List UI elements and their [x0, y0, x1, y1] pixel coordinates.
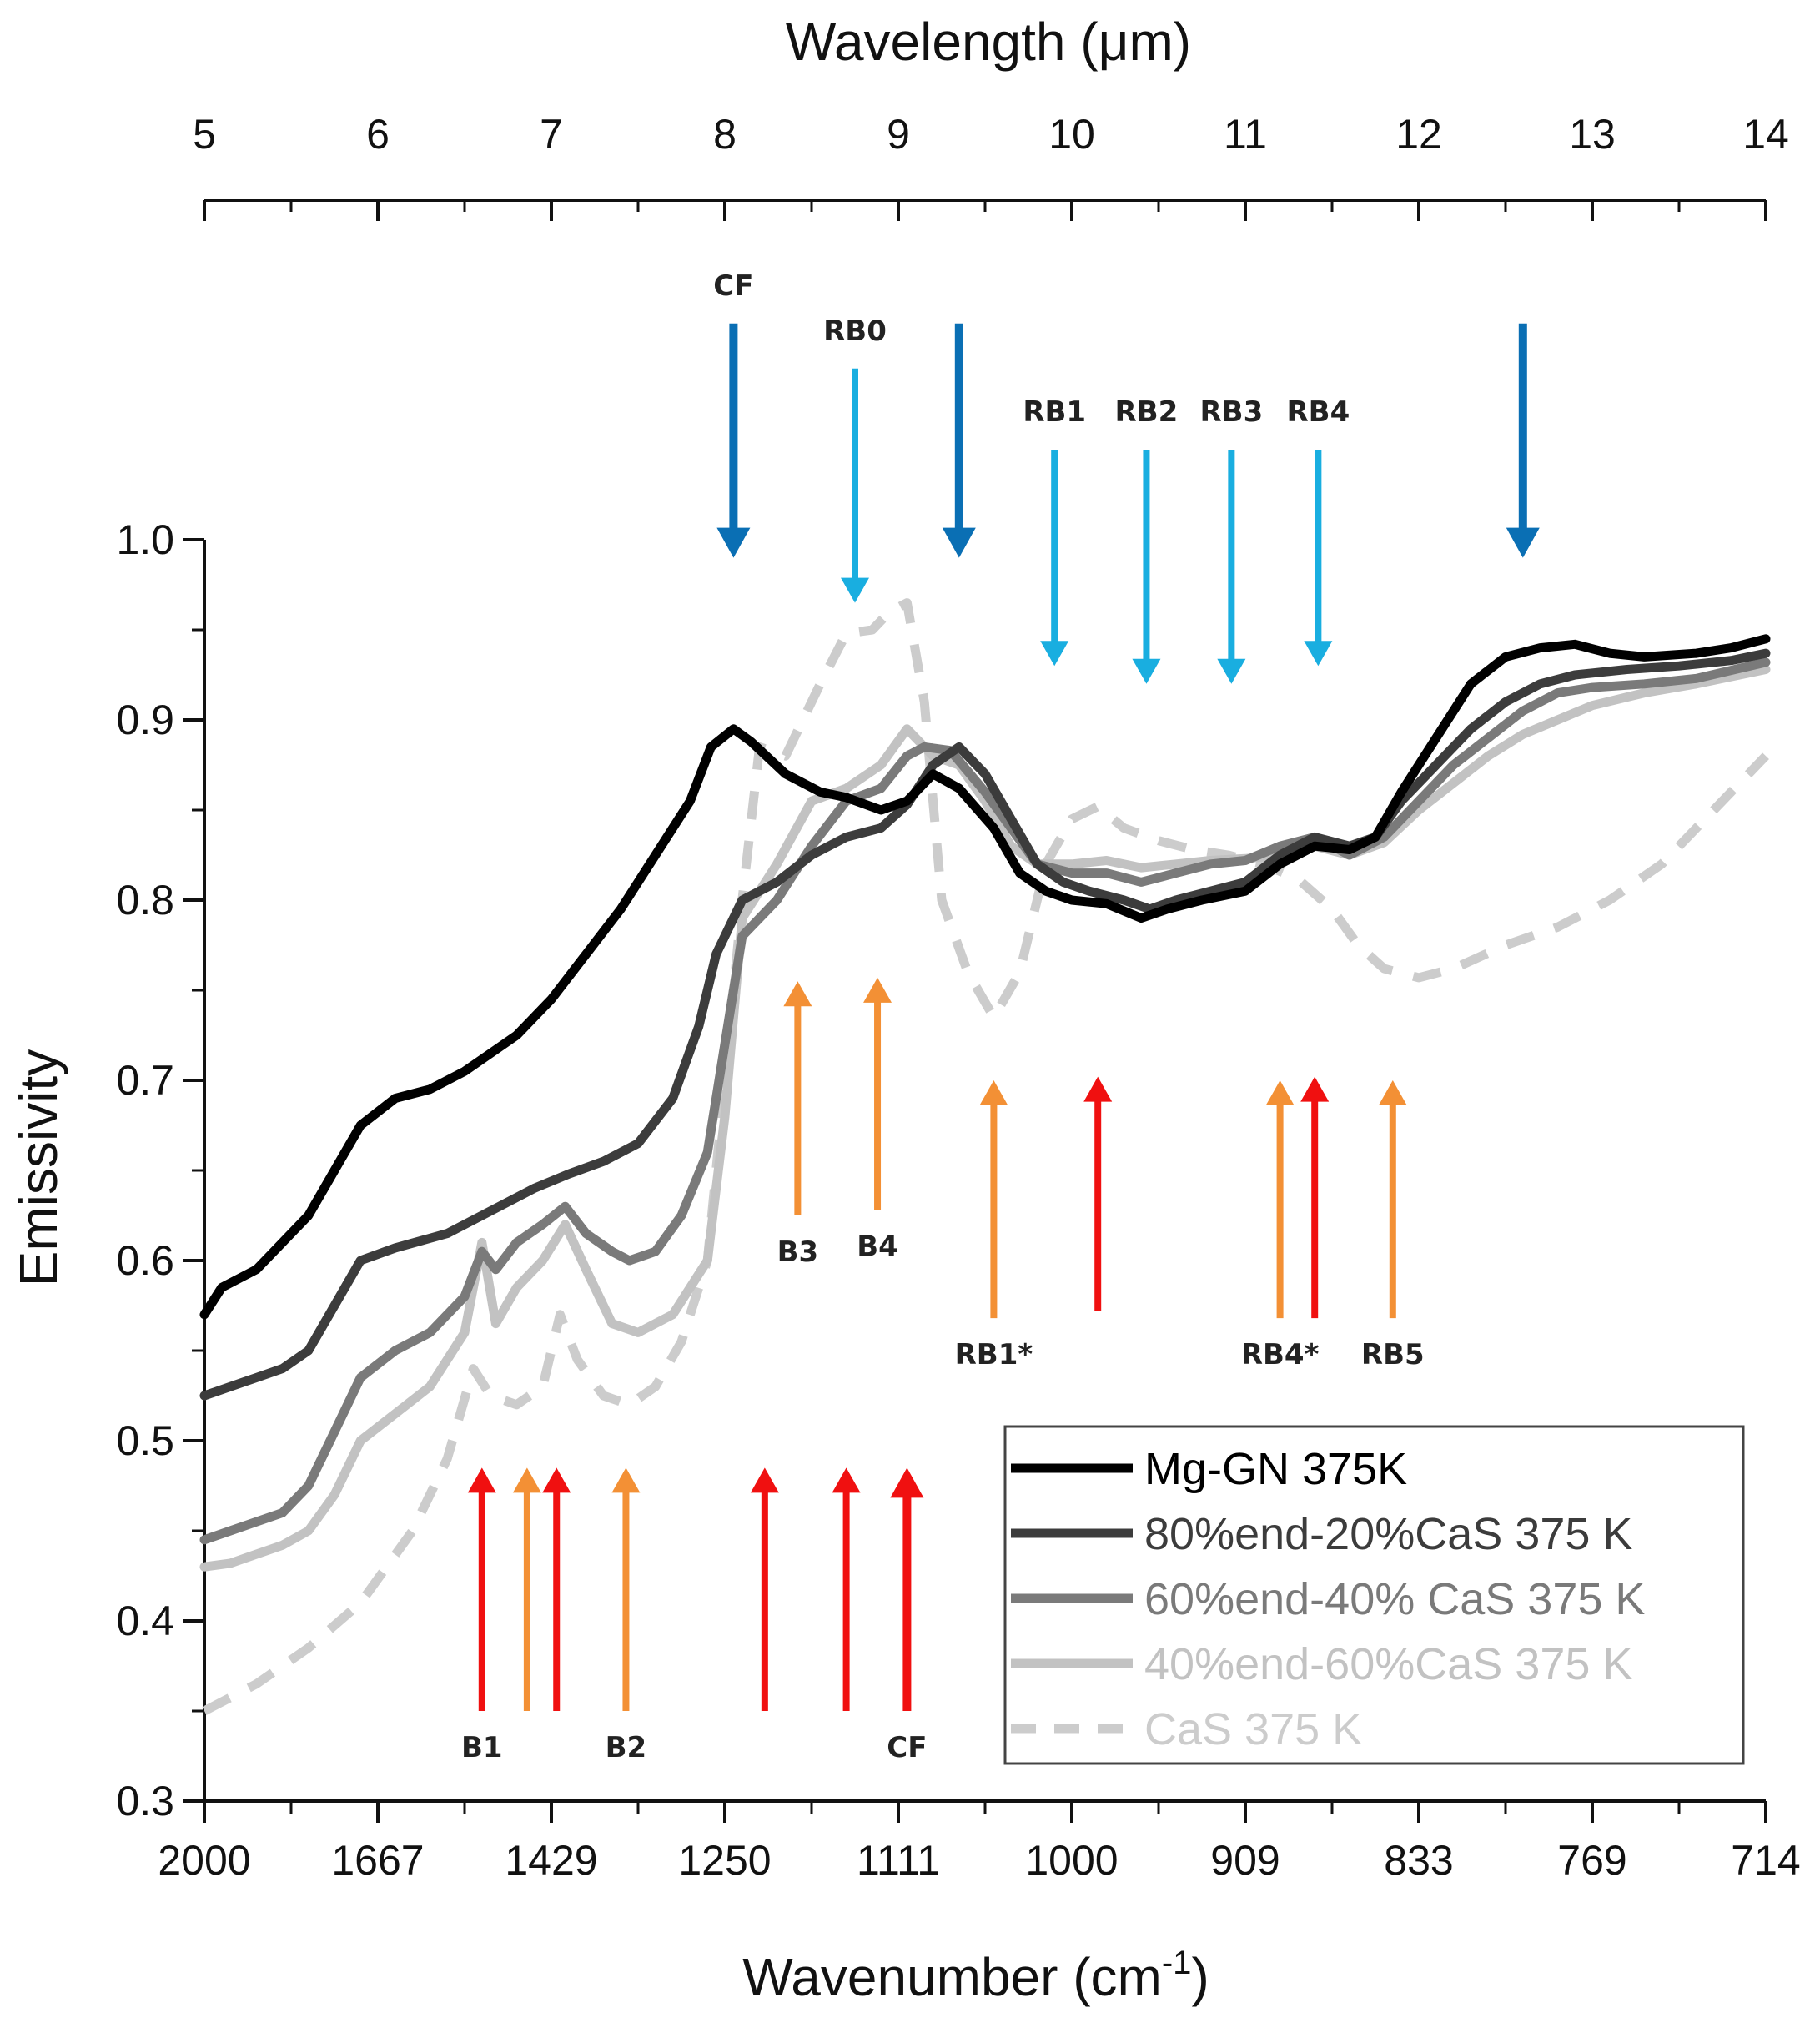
bottom-tick-label: 1429 — [505, 1837, 597, 1884]
bottom-tick-label: 1667 — [331, 1837, 424, 1884]
y-tick-label: 0.3 — [116, 1778, 174, 1824]
arrow-head — [716, 527, 751, 558]
annotation-label: B2 — [606, 1731, 647, 1764]
y-tick-label: 0.7 — [116, 1057, 174, 1104]
series-line-0 — [199, 634, 1771, 1320]
arrow-head — [611, 1467, 641, 1493]
top-tick-label: 13 — [1569, 111, 1616, 158]
x-axis-title-main: Wavenumber (cm — [742, 1947, 1162, 2007]
legend-label: Mg-GN 375K — [1144, 1444, 1407, 1494]
y-tick-label: 0.6 — [116, 1237, 174, 1284]
bottom-tick-label: 1000 — [1025, 1837, 1118, 1884]
series-lines — [199, 598, 1771, 1715]
y-tick-label: 1.0 — [116, 516, 174, 563]
arrow-head — [750, 1467, 779, 1493]
bottom-tick-label: 2000 — [158, 1837, 250, 1884]
x-axis-title: Wavenumber (cm-1) — [742, 1945, 1209, 2007]
legend-label: CaS 375 K — [1144, 1704, 1362, 1754]
top-tick-label: 6 — [366, 111, 390, 158]
series-line-2 — [199, 657, 1771, 1545]
arrow-head — [863, 977, 892, 1003]
annotation-label: B1 — [461, 1731, 503, 1764]
x-axis-title-sup: -1 — [1162, 1945, 1192, 1981]
top-tick-label: 9 — [887, 111, 910, 158]
annotation-label: RB4* — [1241, 1338, 1320, 1371]
annotation-label: B4 — [857, 1230, 898, 1264]
bottom-tick-label: 1250 — [678, 1837, 771, 1884]
bottom-tick-label: 714 — [1731, 1837, 1800, 1884]
top-tick-label: 5 — [193, 111, 216, 158]
annotation-label: RB4 — [1286, 395, 1350, 429]
annotation-label: RB2 — [1115, 395, 1179, 429]
y-tick-label: 0.9 — [116, 697, 174, 743]
legend-label: 60%end-40% CaS 375 K — [1144, 1574, 1645, 1624]
arrow-head — [467, 1467, 496, 1493]
annotation-label: RB1* — [955, 1338, 1033, 1371]
arrow-head — [832, 1467, 861, 1493]
arrow-head — [1265, 1080, 1295, 1105]
arrow-head — [1506, 527, 1540, 558]
arrow-head — [1304, 641, 1333, 667]
legend-label: 40%end-60%CaS 375 K — [1144, 1639, 1632, 1689]
annotation-label: B3 — [777, 1235, 819, 1269]
y-tick-label: 0.8 — [116, 877, 174, 923]
arrow-head — [1083, 1076, 1113, 1102]
top-tick-label: 14 — [1742, 111, 1789, 158]
bottom-tick-label: 833 — [1384, 1837, 1453, 1884]
arrow-head — [890, 1467, 924, 1498]
arrow-head — [1378, 1080, 1407, 1105]
series-line-1 — [199, 648, 1771, 1401]
arrow-head — [1300, 1076, 1330, 1102]
annotation-label: RB3 — [1199, 395, 1263, 429]
arrow-head — [1132, 658, 1161, 684]
arrow-head — [979, 1080, 1008, 1105]
annotation-label: RB1 — [1023, 395, 1086, 429]
x-axis-title-close: ) — [1191, 1947, 1209, 2007]
bottom-axis-ticks: 2000 1667 1429 1250 1111 1000 909 833 769 714 — [158, 1801, 1801, 1884]
arrow-head — [1217, 658, 1246, 684]
top-tick-label: 7 — [540, 111, 563, 158]
series-line-3 — [199, 665, 1771, 1572]
top-axis-title: Wavelength (μm) — [786, 12, 1191, 72]
top-tick-label: 11 — [1224, 111, 1267, 158]
y-axis-title: Emissivity — [8, 1049, 68, 1286]
annotation-label: CF — [713, 269, 753, 303]
arrow-head — [512, 1467, 541, 1493]
annotation-label: RB5 — [1361, 1338, 1425, 1371]
y-tick-label: 0.5 — [116, 1417, 174, 1464]
arrow-head — [841, 577, 869, 603]
top-tick-label: 10 — [1048, 111, 1095, 158]
arrow-head — [783, 981, 812, 1007]
arrow-head — [942, 527, 976, 558]
bottom-tick-label: 1111 — [857, 1837, 940, 1884]
y-tick-label: 0.4 — [116, 1598, 174, 1644]
arrow-head — [542, 1467, 571, 1493]
annotation-label: RB0 — [823, 315, 887, 348]
top-tick-label: 12 — [1395, 111, 1442, 158]
bottom-tick-label: 769 — [1557, 1837, 1626, 1884]
top-axis-ticks: 5 6 7 8 9 10 11 12 13 14 — [193, 111, 1789, 221]
band-annotations: CF RB0 RB1 RB2 RB3 RB4 B3 B4 RB1* RB4* RB5 B1 B2 CF — [461, 269, 1540, 1764]
series-line-4 — [202, 598, 1769, 1715]
legend: Mg-GN 375K 80%end-20%CaS 375 K 60%end-40% … — [1003, 1425, 1745, 1765]
legend-label: 80%end-20%CaS 375 K — [1144, 1509, 1632, 1559]
annotation-label: CF — [887, 1731, 927, 1764]
bottom-tick-label: 909 — [1210, 1837, 1280, 1884]
y-axis-ticks: 0.3 0.4 0.5 0.6 0.7 0.8 0.9 1.0 — [116, 516, 204, 1824]
arrow-head — [1040, 641, 1069, 667]
top-tick-label: 8 — [713, 111, 737, 158]
